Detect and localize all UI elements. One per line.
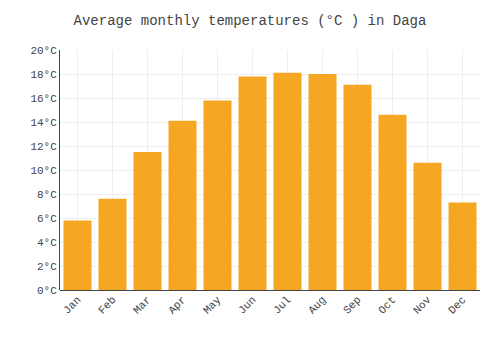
svg-text:6°C: 6°C — [37, 213, 57, 225]
svg-text:0°C: 0°C — [37, 285, 57, 297]
svg-text:Feb: Feb — [96, 294, 118, 316]
svg-text:8°C: 8°C — [37, 189, 57, 201]
svg-text:16°C: 16°C — [30, 93, 57, 105]
svg-text:2°C: 2°C — [37, 261, 57, 273]
svg-text:Sep: Sep — [341, 294, 363, 316]
svg-text:Jun: Jun — [236, 294, 258, 316]
svg-text:10°C: 10°C — [30, 165, 57, 177]
svg-text:Dec: Dec — [446, 294, 468, 316]
svg-text:18°C: 18°C — [30, 69, 57, 81]
svg-text:Oct: Oct — [376, 294, 398, 316]
svg-text:Average monthly temperatures (: Average monthly temperatures (°C ) in Da… — [74, 13, 427, 29]
svg-text:Jul: Jul — [271, 294, 293, 316]
svg-text:14°C: 14°C — [30, 117, 57, 129]
svg-text:Apr: Apr — [166, 294, 188, 316]
svg-text:Nov: Nov — [411, 294, 434, 317]
svg-text:20°C: 20°C — [30, 45, 57, 57]
svg-text:Aug: Aug — [306, 294, 328, 316]
svg-text:Mar: Mar — [131, 294, 153, 316]
svg-text:12°C: 12°C — [30, 141, 57, 153]
svg-text:Jan: Jan — [61, 294, 83, 316]
svg-text:May: May — [201, 294, 224, 317]
svg-text:4°C: 4°C — [37, 237, 57, 249]
